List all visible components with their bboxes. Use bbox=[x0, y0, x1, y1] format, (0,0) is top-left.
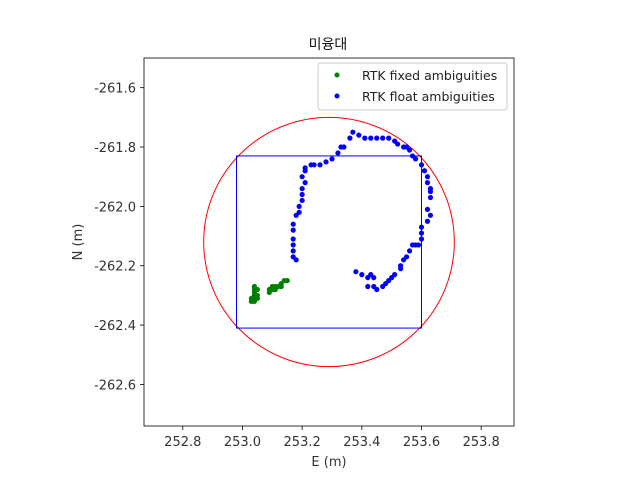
float-point bbox=[400, 257, 407, 263]
float-point bbox=[395, 141, 401, 147]
float-point bbox=[374, 135, 380, 141]
legend-box bbox=[317, 62, 508, 111]
fixed-point bbox=[248, 295, 255, 301]
float-point bbox=[296, 203, 302, 209]
float-point bbox=[386, 135, 392, 141]
float-point bbox=[371, 283, 377, 290]
float-point bbox=[380, 283, 386, 290]
float-point bbox=[424, 174, 431, 180]
float-point bbox=[427, 188, 434, 195]
float-point bbox=[380, 135, 386, 141]
float-point bbox=[302, 180, 308, 186]
float-point bbox=[424, 206, 431, 212]
float-point bbox=[323, 159, 329, 165]
float-point bbox=[418, 224, 425, 230]
fixed-point bbox=[254, 286, 260, 293]
float-point bbox=[424, 218, 431, 224]
y-tick-label: -261.8 bbox=[94, 141, 136, 156]
float-point bbox=[290, 236, 296, 242]
float-point bbox=[418, 162, 425, 168]
float-point bbox=[398, 266, 404, 272]
float-point bbox=[311, 162, 317, 168]
x-tick-label: 252.8 bbox=[164, 435, 201, 450]
float-point bbox=[329, 156, 335, 162]
y-axis: -261.6 -261.8 -262.0 -262.2 -262.4 -262.6 bbox=[94, 82, 144, 393]
float-point bbox=[421, 168, 428, 174]
float-point bbox=[418, 236, 425, 242]
legend-marker-fixed bbox=[334, 72, 340, 78]
float-point bbox=[427, 212, 434, 218]
float-point bbox=[365, 275, 371, 281]
float-point bbox=[362, 135, 368, 141]
float-point bbox=[356, 132, 362, 138]
x-tick-label: 253.0 bbox=[224, 435, 261, 450]
float-point bbox=[299, 197, 305, 204]
float-point bbox=[368, 135, 374, 141]
y-tick-label: -262.2 bbox=[94, 260, 136, 275]
float-point bbox=[418, 230, 425, 236]
float-point bbox=[350, 129, 356, 135]
x-axis: 252.8 253.0 253.2 253.4 253.6 253.8 bbox=[164, 426, 500, 450]
boundary-circle bbox=[203, 116, 455, 368]
float-point bbox=[290, 242, 296, 248]
y-tick-label: -262.4 bbox=[94, 319, 136, 334]
y-tick-label: -262.0 bbox=[94, 200, 136, 215]
float-point bbox=[359, 272, 365, 278]
float-point bbox=[409, 242, 416, 248]
float-point bbox=[299, 174, 305, 180]
float-point bbox=[427, 194, 434, 201]
legend-label-fixed: RTK fixed ambiguities bbox=[362, 68, 497, 83]
fixed-point bbox=[254, 292, 260, 299]
float-point bbox=[299, 191, 305, 198]
float-point bbox=[406, 248, 413, 254]
float-point bbox=[406, 147, 413, 153]
legend: RTK fixed ambiguities RTK float ambiguit… bbox=[317, 62, 508, 111]
float-point bbox=[335, 150, 341, 156]
y-tick-label: -261.6 bbox=[94, 82, 136, 97]
float-point bbox=[365, 283, 371, 290]
plot-frame bbox=[143, 57, 515, 427]
float-point bbox=[341, 144, 347, 150]
plot-marks bbox=[203, 116, 455, 368]
y-tick-label: -262.6 bbox=[94, 378, 136, 393]
x-tick-label: 253.2 bbox=[284, 435, 321, 450]
float-point bbox=[290, 227, 296, 233]
float-point bbox=[347, 135, 353, 141]
float-point bbox=[290, 248, 296, 254]
x-axis-label: E (m) bbox=[311, 455, 346, 470]
float-point bbox=[412, 156, 419, 162]
float-point bbox=[296, 209, 302, 215]
x-tick-label: 253.8 bbox=[463, 435, 500, 450]
float-point bbox=[299, 185, 305, 192]
float-point bbox=[290, 221, 296, 227]
float-point bbox=[290, 254, 296, 260]
y-axis-label: N (m) bbox=[71, 224, 86, 261]
x-tick-label: 253.4 bbox=[343, 435, 380, 450]
fixed-point bbox=[284, 277, 290, 284]
x-tick-label: 253.6 bbox=[403, 435, 440, 450]
legend-label-float: RTK float ambiguities bbox=[362, 89, 495, 104]
float-point bbox=[302, 165, 308, 171]
legend-marker-float bbox=[334, 93, 340, 99]
float-point bbox=[353, 269, 359, 275]
boundary-rectangle bbox=[236, 155, 422, 329]
float-point bbox=[317, 162, 323, 168]
chart-title: 미융대 bbox=[309, 37, 348, 53]
float-point bbox=[424, 180, 431, 186]
